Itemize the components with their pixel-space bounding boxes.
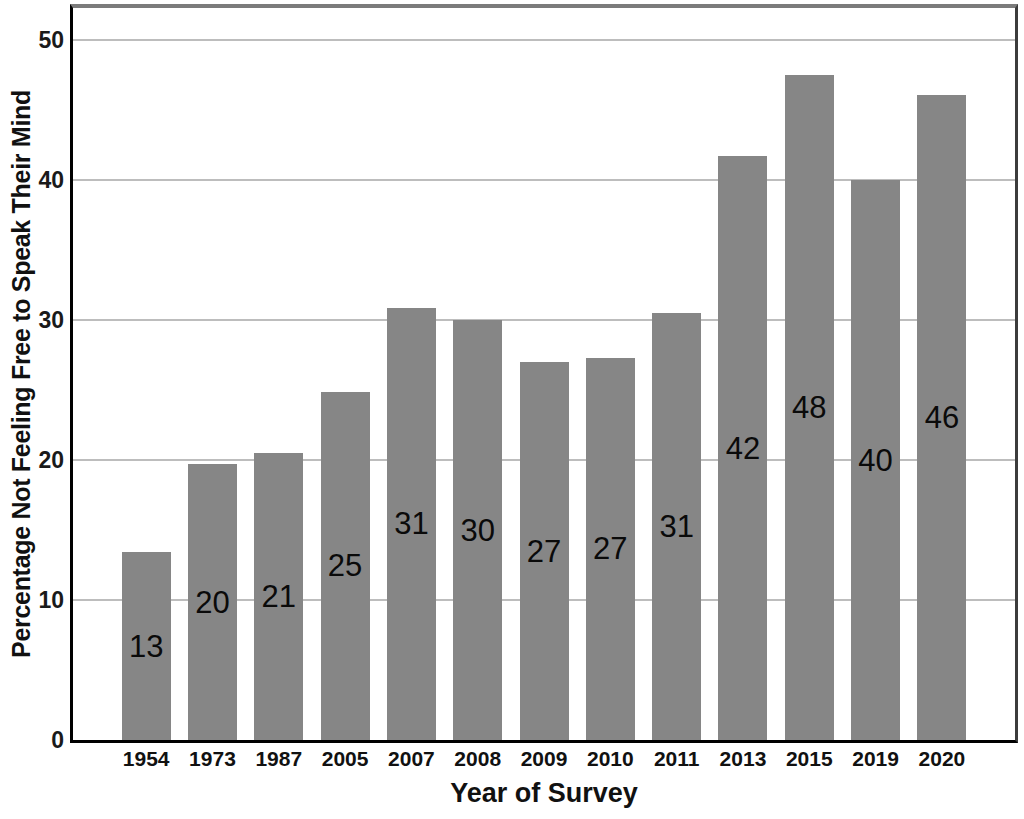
bar-slot: 48 — [776, 8, 842, 740]
bar-2008: 30 — [453, 320, 502, 740]
bar-value-label: 27 — [593, 533, 627, 564]
bar-2009: 27 — [520, 362, 569, 740]
x-tick-label: 1954 — [113, 747, 179, 771]
x-tick-label: 2019 — [842, 747, 908, 771]
bar-chart-figure: Percentage Not Feeling Free to Speak The… — [0, 0, 1024, 819]
bar-2020: 46 — [917, 95, 966, 740]
bar-slot: 25 — [312, 8, 378, 740]
bar-2005: 25 — [321, 392, 370, 741]
bar-2007: 31 — [387, 308, 436, 740]
bar-1973: 20 — [188, 464, 237, 740]
bar-value-label: 21 — [262, 581, 296, 612]
bar-2010: 27 — [586, 358, 635, 740]
bar-slot: 20 — [179, 8, 245, 740]
bar-slot: 21 — [246, 8, 312, 740]
bar-1987: 21 — [254, 453, 303, 740]
bar-value-label: 31 — [659, 511, 693, 542]
bar-1954: 13 — [122, 552, 171, 740]
bar-slot: 42 — [710, 8, 776, 740]
bar-value-label: 30 — [460, 515, 494, 546]
y-tick-label: 30 — [0, 306, 64, 334]
bar-2015: 48 — [785, 75, 834, 740]
bar-slot: 30 — [445, 8, 511, 740]
bar-slot: 13 — [113, 8, 179, 740]
bar-value-label: 20 — [195, 587, 229, 618]
x-tick-label: 2008 — [445, 747, 511, 771]
x-tick-label: 1973 — [179, 747, 245, 771]
bar-value-label: 13 — [129, 631, 163, 662]
bar-value-label: 27 — [527, 536, 561, 567]
x-axis-tick-labels: 1954197319872005200720082009201020112013… — [73, 747, 1015, 771]
y-tick-label: 10 — [0, 586, 64, 614]
x-tick-label: 2009 — [511, 747, 577, 771]
bar-slot: 31 — [378, 8, 444, 740]
bar-slot: 31 — [644, 8, 710, 740]
x-axis-title: Year of Survey — [73, 778, 1015, 809]
bar-value-label: 48 — [792, 392, 826, 423]
bar-slot: 40 — [842, 8, 908, 740]
bar-value-label: 31 — [394, 508, 428, 539]
y-tick-label: 40 — [0, 166, 64, 194]
y-tick-label: 50 — [0, 26, 64, 54]
y-tick-label: 0 — [0, 726, 64, 754]
bar-2019: 40 — [851, 180, 900, 740]
bar-2013: 42 — [718, 156, 767, 740]
x-tick-label: 2007 — [378, 747, 444, 771]
bar-2011: 31 — [652, 313, 701, 740]
y-axis-tick-labels: 01020304050 — [0, 8, 64, 740]
x-tick-label: 2011 — [644, 747, 710, 771]
bar-value-label: 42 — [726, 433, 760, 464]
bar-slot: 27 — [577, 8, 643, 740]
x-tick-label: 1987 — [246, 747, 312, 771]
bar-value-label: 46 — [925, 402, 959, 433]
x-tick-label: 2013 — [710, 747, 776, 771]
x-tick-label: 2010 — [577, 747, 643, 771]
bar-value-label: 40 — [858, 445, 892, 476]
plot-area: 13 20 21 25 31 30 27 27 31 42 48 40 46 — [70, 4, 1018, 743]
bar-slot: 27 — [511, 8, 577, 740]
x-tick-label: 2020 — [909, 747, 975, 771]
x-tick-label: 2015 — [776, 747, 842, 771]
x-tick-label: 2005 — [312, 747, 378, 771]
bar-value-label: 25 — [328, 550, 362, 581]
y-tick-label: 20 — [0, 446, 64, 474]
bar-slot: 46 — [909, 8, 975, 740]
bars-container: 13 20 21 25 31 30 27 27 31 42 48 40 46 — [73, 8, 1015, 740]
